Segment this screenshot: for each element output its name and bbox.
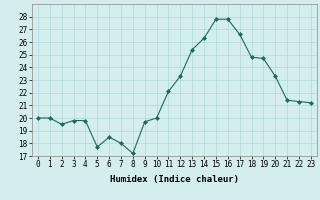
X-axis label: Humidex (Indice chaleur): Humidex (Indice chaleur) — [110, 175, 239, 184]
